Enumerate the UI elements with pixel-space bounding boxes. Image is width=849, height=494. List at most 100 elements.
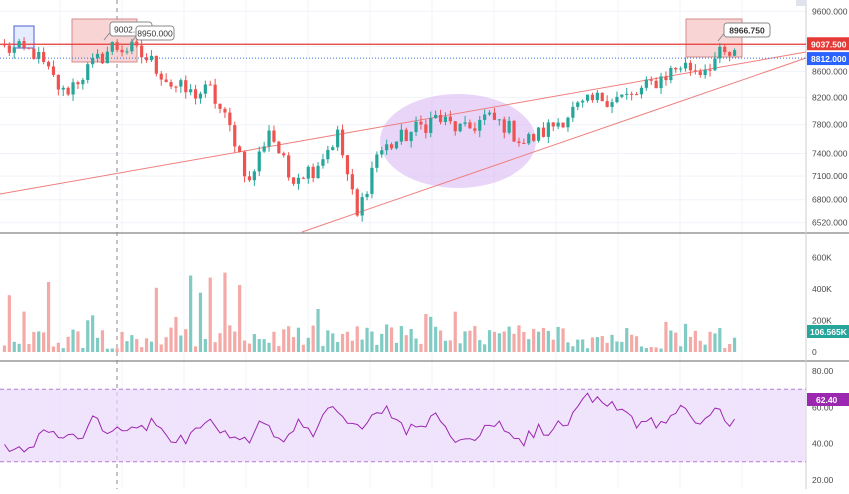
candle-body[interactable] — [389, 144, 394, 149]
candle-body[interactable] — [71, 82, 75, 95]
volume-bar[interactable] — [95, 337, 100, 352]
candle-body[interactable] — [708, 69, 712, 71]
volume-bar[interactable] — [61, 348, 65, 352]
candle-body[interactable] — [419, 121, 423, 125]
volume-bar[interactable] — [46, 282, 51, 352]
volume-bar[interactable] — [644, 348, 648, 352]
volume-bar[interactable] — [164, 337, 168, 352]
volume-bar[interactable] — [536, 331, 541, 352]
volume-bar[interactable] — [149, 341, 154, 352]
candle-body[interactable] — [649, 79, 653, 81]
candle-body[interactable] — [115, 42, 119, 50]
volume-bar[interactable] — [7, 295, 11, 352]
volume-bar[interactable] — [693, 330, 697, 352]
candle-body[interactable] — [429, 118, 433, 133]
candle-body[interactable] — [120, 49, 124, 53]
volume-bar[interactable] — [419, 343, 423, 352]
volume-bar[interactable] — [42, 332, 46, 352]
candle-body[interactable] — [66, 87, 70, 95]
candle-body[interactable] — [233, 125, 237, 147]
volume-bar[interactable] — [458, 343, 462, 352]
volume-bar[interactable] — [66, 336, 70, 352]
candle-body[interactable] — [679, 68, 683, 70]
candle-body[interactable] — [639, 87, 644, 95]
volume-bar[interactable] — [189, 275, 193, 352]
volume-bar[interactable] — [487, 330, 492, 352]
volume-bar[interactable] — [576, 339, 580, 352]
volume-bar[interactable] — [76, 331, 80, 352]
candle-body[interactable] — [345, 155, 350, 175]
volume-bar[interactable] — [551, 339, 555, 352]
candle-body[interactable] — [81, 79, 85, 85]
candle-body[interactable] — [2, 44, 7, 46]
volume-bar[interactable] — [22, 311, 26, 352]
volume-bar[interactable] — [287, 326, 291, 352]
volume-bar[interactable] — [566, 342, 570, 352]
volume-bar[interactable] — [252, 334, 256, 352]
candle-body[interactable] — [438, 114, 443, 123]
volume-bar[interactable] — [365, 327, 369, 352]
volume-bar[interactable] — [664, 321, 668, 352]
candle-body[interactable] — [566, 117, 570, 128]
candle-body[interactable] — [688, 62, 693, 71]
candle-body[interactable] — [169, 82, 173, 87]
volume-bar[interactable] — [311, 325, 315, 352]
candle-body[interactable] — [409, 132, 413, 142]
volume-bar[interactable] — [71, 329, 75, 352]
candle-body[interactable] — [595, 92, 599, 101]
candle-body[interactable] — [61, 87, 65, 90]
candle-body[interactable] — [463, 122, 467, 124]
volume-bar[interactable] — [56, 342, 60, 352]
volume-bar[interactable] — [154, 287, 158, 352]
candle-body[interactable] — [296, 177, 301, 184]
volume-bar[interactable] — [223, 272, 227, 352]
candle-body[interactable] — [340, 129, 345, 156]
candle-body[interactable] — [703, 69, 707, 76]
candle-body[interactable] — [434, 114, 438, 119]
candle-body[interactable] — [669, 68, 673, 81]
volume-bar[interactable] — [360, 339, 364, 352]
volume-bar[interactable] — [340, 333, 345, 352]
candle-body[interactable] — [532, 134, 536, 141]
volume-bar[interactable] — [336, 341, 340, 352]
candle-body[interactable] — [732, 50, 737, 56]
candle-body[interactable] — [625, 93, 629, 95]
rsi-line[interactable] — [4, 392, 736, 453]
candle-body[interactable] — [350, 174, 354, 190]
volume-bar[interactable] — [595, 337, 599, 352]
volume-bar[interactable] — [291, 337, 296, 352]
volume-bar[interactable] — [600, 336, 604, 352]
volume-bar[interactable] — [267, 342, 271, 352]
candle-body[interactable] — [404, 129, 408, 142]
volume-bar[interactable] — [434, 326, 438, 352]
candle-body[interactable] — [218, 103, 222, 109]
volume-bar[interactable] — [228, 325, 232, 352]
candle-body[interactable] — [257, 151, 261, 172]
volume-bar[interactable] — [590, 337, 595, 352]
volume-bar[interactable] — [438, 330, 443, 352]
candle-body[interactable] — [492, 112, 497, 120]
candle-body[interactable] — [12, 47, 16, 53]
volume-bar[interactable] — [203, 339, 207, 352]
candle-body[interactable] — [203, 84, 207, 94]
volume-bar[interactable] — [468, 330, 472, 352]
candle-body[interactable] — [37, 51, 41, 59]
candle-body[interactable] — [208, 84, 212, 86]
volume-bar[interactable] — [184, 329, 188, 352]
candle-body[interactable] — [478, 119, 482, 131]
volume-bar[interactable] — [27, 343, 31, 352]
candle-body[interactable] — [659, 76, 663, 89]
candle-body[interactable] — [242, 151, 247, 177]
volume-bar[interactable] — [135, 338, 139, 352]
volume-bar[interactable] — [257, 339, 261, 352]
volume-bar[interactable] — [713, 333, 717, 352]
candle-body[interactable] — [375, 154, 379, 168]
candle-body[interactable] — [189, 89, 193, 93]
volume-bar[interactable] — [502, 331, 506, 352]
volume-bar[interactable] — [174, 316, 178, 352]
volume-bar[interactable] — [105, 348, 109, 352]
volume-bar[interactable] — [448, 340, 452, 352]
candle-body[interactable] — [448, 116, 452, 122]
candle-body[interactable] — [674, 68, 678, 70]
volume-bar[interactable] — [478, 340, 482, 352]
